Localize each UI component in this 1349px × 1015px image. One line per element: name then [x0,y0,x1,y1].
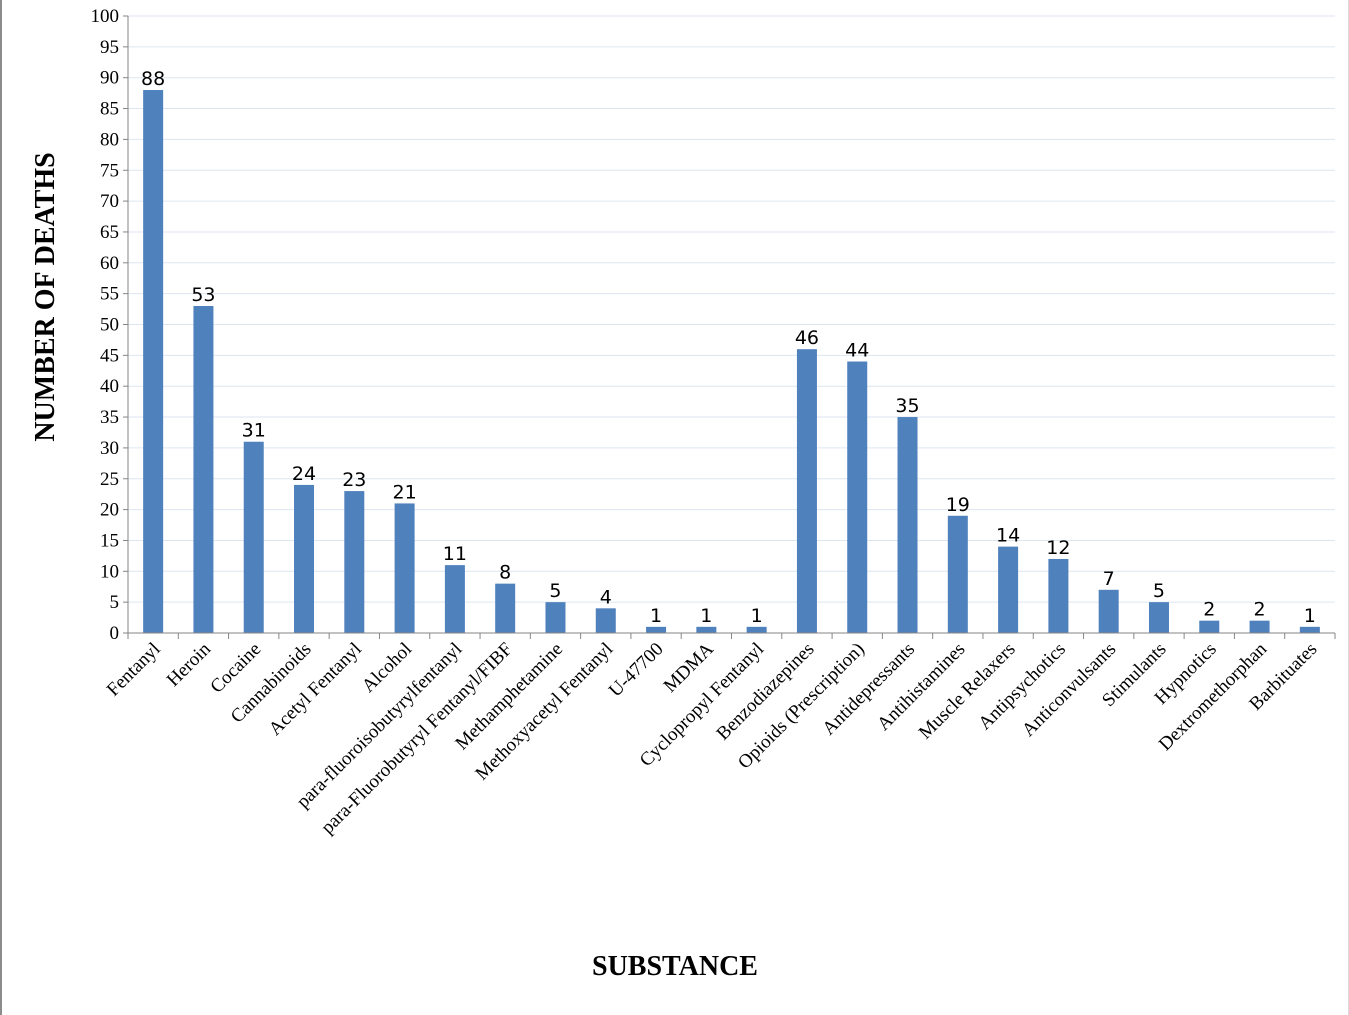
data-label: 1 [1304,605,1316,627]
data-label: 1 [700,605,712,627]
x-tick-label: Fentanyl [103,639,165,701]
data-label: 11 [443,543,467,565]
y-tick-label: 35 [100,407,119,428]
bar [344,491,365,633]
y-axis-ticks: 0 5 10 15 20 25 30 35 40 45 50 55 60 65 70 75 80 85 90 95 10… [91,6,128,644]
x-tick-label: Acetyl Fentanyl [265,639,366,740]
data-label: 21 [393,481,417,503]
bar [796,349,817,633]
y-tick-label: 0 [110,623,120,644]
x-tick-label: Antihistamines [873,639,969,735]
bar [998,546,1019,633]
y-tick-label: 85 [100,99,119,120]
bar [444,565,465,633]
x-tick-label: U-47700 [605,639,668,702]
data-label: 2 [1203,599,1215,621]
y-tick-label: 30 [100,438,119,459]
bar [394,503,415,633]
bar [897,417,918,633]
data-label: 5 [549,580,561,602]
data-label: 53 [191,284,215,306]
data-label: 12 [1046,537,1070,559]
x-axis-ticks: FentanylHeroinCocaineCannabinoidsAcetyl … [103,633,1336,838]
bar [1199,620,1220,633]
bar [1048,558,1069,633]
bar [1148,602,1169,633]
y-tick-label: 70 [100,191,119,212]
bar [1299,626,1320,633]
bar [1098,589,1119,633]
bar [193,305,214,633]
y-axis-title: NUMBER OF DEATHS [30,152,61,441]
bar [595,608,616,633]
y-tick-label: 100 [91,6,120,27]
bar [545,602,566,633]
bars [143,90,1320,634]
data-label: 23 [342,469,366,491]
data-label: 4 [600,586,612,608]
bar [143,90,164,634]
bar [847,361,868,633]
data-label: 14 [996,525,1020,547]
y-tick-label: 80 [100,129,119,150]
data-label: 31 [242,420,266,442]
data-label: 7 [1103,568,1115,590]
data-label: 2 [1254,599,1266,621]
y-tick-label: 10 [100,561,119,582]
y-tick-label: 25 [100,469,119,490]
y-tick-label: 60 [100,253,119,274]
x-tick-label: Antipsychotics [974,639,1069,734]
data-label: 1 [751,605,763,627]
bar [947,515,968,633]
data-label: 44 [845,340,869,362]
y-tick-label: 45 [100,345,119,366]
data-label: 1 [650,605,662,627]
bar [294,484,315,633]
y-tick-label: 75 [100,160,119,181]
bar [495,583,516,633]
y-tick-label: 40 [100,376,119,397]
y-tick-label: 15 [100,530,119,551]
y-tick-label: 5 [110,592,120,613]
gridlines [128,15,1335,603]
bar [696,626,717,633]
y-tick-label: 90 [100,68,119,89]
y-tick-label: 55 [100,284,119,305]
data-label: 46 [795,327,819,349]
data-label: 88 [141,68,165,90]
bar [646,626,667,633]
y-tick-label: 20 [100,500,119,521]
x-axis-title: SUBSTANCE [592,951,758,982]
y-tick-label: 50 [100,315,119,336]
data-label: 35 [895,395,919,417]
data-label: 24 [292,463,316,485]
data-label: 8 [499,562,511,584]
data-label: 5 [1153,580,1165,602]
bar [243,441,264,633]
y-tick-label: 65 [100,222,119,243]
bar [1249,620,1270,633]
y-tick-label: 95 [100,37,119,58]
data-label: 19 [946,494,970,516]
bar [746,626,767,633]
